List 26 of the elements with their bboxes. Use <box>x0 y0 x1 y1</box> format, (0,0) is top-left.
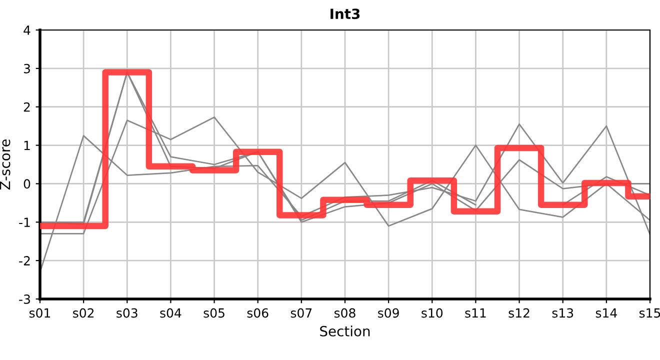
x-tick-label: s12 <box>508 308 530 318</box>
x-tick-label: s11 <box>465 308 486 318</box>
x-tick-label: s13 <box>552 308 574 318</box>
x-tick-label: s14 <box>596 308 617 318</box>
y-tick-label: 1 <box>24 140 30 150</box>
x-tick-label: s05 <box>204 308 224 318</box>
x-tick-label: s07 <box>290 308 312 318</box>
x-tick-label: s15 <box>639 308 660 318</box>
x-axis-title: Section <box>320 326 370 336</box>
x-tick-label: s03 <box>116 308 138 318</box>
y-tick-label: 2 <box>24 102 30 112</box>
x-tick-label: s01 <box>29 308 50 318</box>
y-tick-label: 0 <box>24 179 30 189</box>
y-tick-label: -3 <box>19 294 30 304</box>
y-tick-label: 3 <box>24 64 30 74</box>
chart-title: Int3 <box>330 8 360 20</box>
x-tick-label: s06 <box>247 308 268 318</box>
x-tick-label: s04 <box>160 308 182 318</box>
x-tick-label: s10 <box>422 308 443 318</box>
x-tick-label: s08 <box>334 308 356 318</box>
x-tick-label: s09 <box>378 308 399 318</box>
y-axis-title: Z-score <box>0 139 10 190</box>
y-tick-label: -1 <box>19 218 30 227</box>
x-tick-label: s02 <box>73 308 94 318</box>
y-tick-label: -2 <box>19 256 30 266</box>
y-tick-label: 4 <box>24 26 30 35</box>
